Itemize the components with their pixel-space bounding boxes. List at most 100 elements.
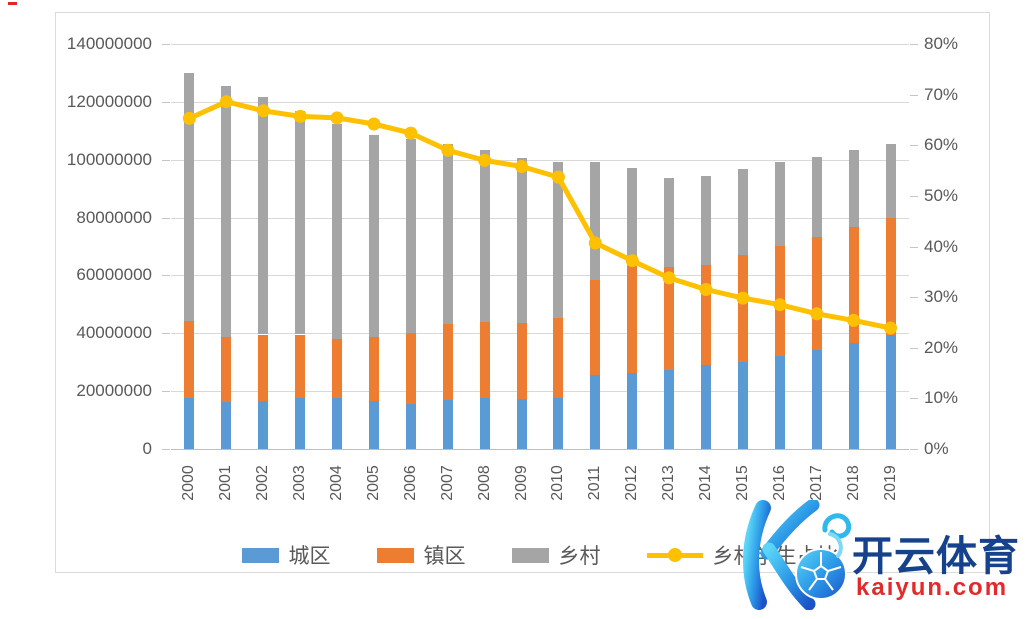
bar-segment-乡村-2009 <box>516 157 527 323</box>
gridline <box>171 102 909 103</box>
line-marker-2005 <box>367 117 381 131</box>
bar-segment-乡村-2019 <box>885 143 896 218</box>
right-axis-tick <box>910 348 918 349</box>
bar-segment-乡村-2011 <box>590 161 601 281</box>
bar-2007 <box>442 143 453 449</box>
right-axis-tick <box>910 247 918 248</box>
bar-segment-镇区-2010 <box>553 317 564 398</box>
bar-segment-镇区-2009 <box>516 322 527 399</box>
bar-2010 <box>553 161 564 449</box>
right-axis-tick <box>910 145 918 146</box>
kaiyun-logo-icon[interactable] <box>733 500 859 610</box>
bar-segment-乡村-2003 <box>295 110 306 335</box>
legend-label: 乡村 <box>558 545 601 568</box>
bar-segment-城区-2013 <box>664 370 675 449</box>
bar-segment-镇区-2012 <box>627 265 638 373</box>
x-axis-label-2012: 2012 <box>623 465 641 501</box>
bar-segment-乡村-2018 <box>848 149 859 227</box>
x-axis-label-2001: 2001 <box>217 465 235 501</box>
bar-segment-城区-2015 <box>737 361 748 449</box>
legend-line-marker-icon <box>646 548 703 562</box>
bar-segment-城区-2018 <box>848 342 859 449</box>
x-axis-label-2008: 2008 <box>475 465 493 501</box>
bar-segment-城区-2002 <box>258 400 269 449</box>
bar-segment-镇区-2013 <box>664 267 675 371</box>
x-axis-label-2019: 2019 <box>881 465 899 501</box>
right-axis-tick-label: 40% <box>924 237 959 256</box>
bar-segment-镇区-2018 <box>848 226 859 343</box>
gridline <box>171 391 909 392</box>
bar-segment-乡村-2005 <box>368 134 379 338</box>
bar-segment-镇区-2003 <box>295 334 306 399</box>
legend-item-镇区: 镇区 <box>376 540 466 570</box>
gridline <box>171 160 909 161</box>
bar-2011 <box>590 161 601 449</box>
right-axis-tick-label: 30% <box>924 287 959 306</box>
bar-segment-乡村-2004 <box>332 123 342 339</box>
legend-swatch-icon <box>376 547 414 563</box>
left-axis-tick <box>162 333 170 334</box>
watermark-domain-link[interactable]: kaiyun.com <box>856 574 1009 601</box>
left-axis-tick-label: 60000000 <box>76 265 152 284</box>
bar-segment-乡村-2010 <box>553 161 564 318</box>
bar-segment-乡村-2008 <box>479 150 490 322</box>
watermark-brand-text[interactable]: 开云体育 <box>852 533 1020 579</box>
x-axis-label-2013: 2013 <box>660 465 678 501</box>
x-axis-label-2002: 2002 <box>254 465 272 501</box>
left-axis-tick <box>162 449 170 450</box>
x-axis-label-2006: 2006 <box>401 465 419 501</box>
bar-segment-城区-2011 <box>590 375 601 449</box>
bar-segment-镇区-2017 <box>811 237 822 351</box>
bar-segment-城区-2009 <box>516 399 527 449</box>
bar-segment-镇区-2004 <box>332 338 342 398</box>
bar-segment-城区-2017 <box>811 350 822 449</box>
bar-segment-乡村-2015 <box>737 168 748 256</box>
left-axis-tick-label: 120000000 <box>66 92 152 111</box>
bar-2015 <box>737 168 748 449</box>
bar-segment-城区-2010 <box>553 397 564 449</box>
left-axis-tick <box>162 218 170 219</box>
right-axis-tick-label: 60% <box>924 135 959 154</box>
bar-segment-城区-2016 <box>774 355 785 449</box>
right-axis-tick <box>910 398 918 399</box>
right-axis-tick-label: 80% <box>924 34 959 53</box>
bar-2001 <box>221 86 232 449</box>
bar-segment-镇区-2005 <box>368 337 379 401</box>
bar-segment-城区-2019 <box>885 335 896 449</box>
red-corner-mark <box>8 2 17 5</box>
x-axis-label-2009: 2009 <box>512 465 530 501</box>
bar-segment-乡村-2000 <box>184 72 195 321</box>
bar-2002 <box>258 97 269 449</box>
bar-segment-乡村-2006 <box>405 139 416 333</box>
bar-2008 <box>479 150 490 449</box>
x-axis-line <box>171 449 909 450</box>
bar-2014 <box>701 175 711 449</box>
left-axis-tick-label: 100000000 <box>66 150 152 169</box>
right-axis-tick <box>910 95 918 96</box>
bar-segment-乡村-2012 <box>627 168 638 266</box>
legend-label: 镇区 <box>423 545 466 568</box>
right-axis-tick <box>910 196 918 197</box>
legend-label: 城区 <box>288 545 331 568</box>
bar-2019 <box>885 143 896 449</box>
left-axis-tick <box>162 160 170 161</box>
left-axis-tick <box>162 44 170 45</box>
right-axis-tick-label: 10% <box>924 388 959 407</box>
left-axis-tick-label: 40000000 <box>76 323 152 342</box>
bar-segment-乡村-2013 <box>664 178 675 267</box>
right-axis-tick-label: 0% <box>924 439 949 458</box>
right-axis-tick-label: 20% <box>924 338 959 357</box>
bar-segment-城区-2008 <box>479 398 490 449</box>
bar-2003 <box>295 110 306 449</box>
line-marker-2006 <box>404 126 418 140</box>
right-axis-tick-label: 70% <box>924 85 959 104</box>
bar-segment-乡村-2014 <box>701 175 711 265</box>
bar-segment-城区-2004 <box>332 397 342 449</box>
bar-segment-城区-2001 <box>221 402 232 449</box>
bar-2004 <box>332 123 342 449</box>
bar-segment-镇区-2008 <box>479 322 490 399</box>
legend-swatch-icon <box>241 547 279 563</box>
plot-area <box>162 44 918 450</box>
left-axis-tick-label: 80000000 <box>76 208 152 227</box>
bar-segment-镇区-2002 <box>258 334 269 401</box>
